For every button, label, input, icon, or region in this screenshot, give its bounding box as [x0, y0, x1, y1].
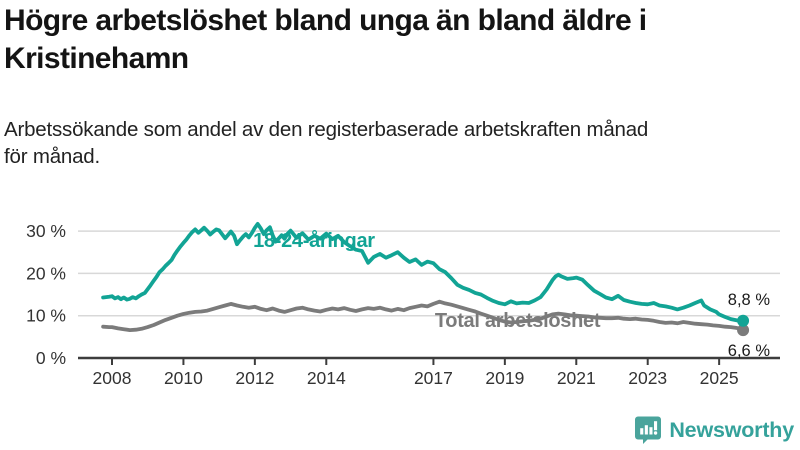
y-axis-tick-label: 20 % — [26, 263, 66, 283]
series-end-label: 8,8 % — [728, 291, 771, 309]
brand-link[interactable]: Newsworthy — [635, 416, 794, 444]
x-axis-tick-label: 2014 — [307, 368, 346, 388]
newsworthy-logo-icon — [635, 416, 662, 444]
chart-subtitle: Arbetssökande som andel av den registerb… — [4, 116, 796, 170]
series-end-dot — [737, 314, 750, 327]
chart-header: Högre arbetslöshet bland unga än bland ä… — [4, 2, 796, 170]
chart-area: 0 % 10 % 20 % 30 % 2008 2010 2012 2014 2017 2019 2… — [0, 200, 800, 410]
page-title: Högre arbetslöshet bland unga än bland ä… — [4, 2, 796, 78]
subtitle-line-2: för månad. — [4, 145, 100, 168]
series-end-dot — [737, 324, 750, 337]
series-line — [101, 299, 745, 333]
x-axis-tick-label: 2025 — [700, 368, 739, 388]
title-line-2: Kristinehamn — [4, 42, 189, 75]
x-axis-tick-label: 2023 — [628, 368, 667, 388]
title-line-1: Högre arbetslöshet bland unga än bland ä… — [4, 4, 647, 37]
series-end-label: 6,6 % — [728, 342, 771, 360]
brand-name: Newsworthy — [669, 417, 794, 442]
series-label: Total arbetslöshet — [435, 310, 601, 332]
subtitle-line-1: Arbetssökande som andel av den registerb… — [4, 118, 649, 141]
x-axis-tick-label: 2012 — [235, 368, 274, 388]
y-axis-tick-label: 10 % — [26, 306, 66, 326]
y-axis-tick-label: 0 % — [36, 348, 66, 368]
series-label: 18-24-åringar — [253, 229, 375, 252]
series-line — [101, 221, 745, 323]
x-axis-tick-label: 2010 — [164, 368, 203, 388]
y-axis-tick-label: 30 % — [26, 221, 66, 241]
x-axis-tick-label: 2021 — [557, 368, 596, 388]
x-axis-tick-label: 2019 — [485, 368, 524, 388]
x-axis-tick-label: 2008 — [93, 368, 132, 388]
x-axis-tick-label: 2017 — [414, 368, 453, 388]
line-chart: 0 % 10 % 20 % 30 % 2008 2010 2012 2014 2017 2019 2… — [26, 221, 780, 388]
